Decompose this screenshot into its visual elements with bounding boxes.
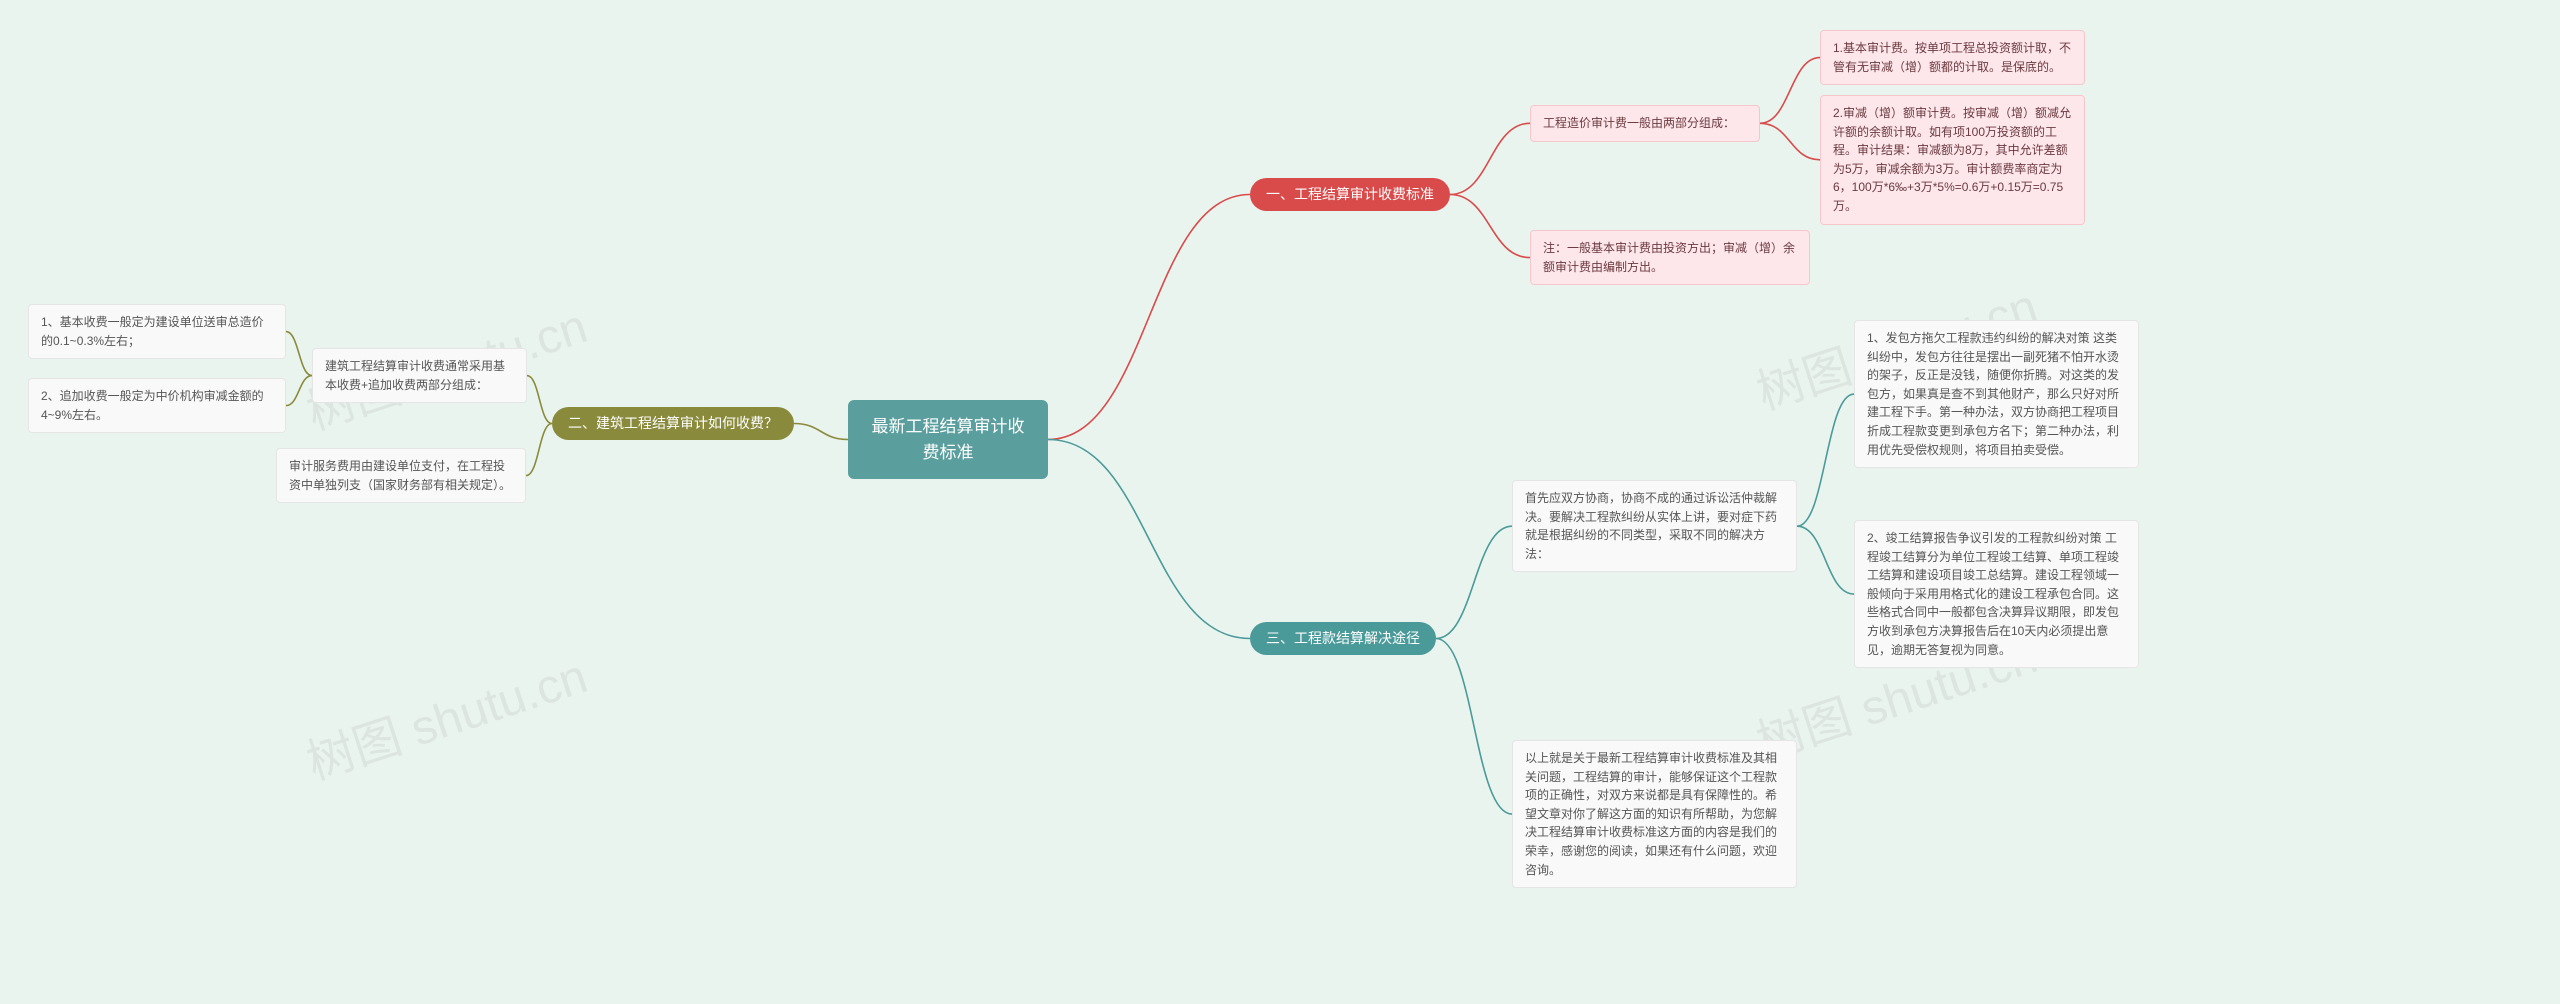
branch-3[interactable]: 三、工程款结算解决途径 (1250, 622, 1436, 655)
branch-3-leaf-b[interactable]: 2、竣工结算报告争议引发的工程款纠纷对策 工程竣工结算分为单位工程竣工结算、单项… (1854, 520, 2139, 668)
branch-1-child-1[interactable]: 工程造价审计费一般由两部分组成： (1530, 105, 1760, 142)
branch-2-leaf-b[interactable]: 2、追加收费一般定为中价机构审减金额的4~9%左右。 (28, 378, 286, 433)
branch-2[interactable]: 二、建筑工程结算审计如何收费？ (552, 407, 794, 440)
branch-1-child-2[interactable]: 注：一般基本审计费由投资方出；审减（增）余额审计费由编制方出。 (1530, 230, 1810, 285)
branch-2-leaf-a[interactable]: 1、基本收费一般定为建设单位送审总造价的0.1~0.3%左右； (28, 304, 286, 359)
branch-3-child-1[interactable]: 首先应双方协商，协商不成的通过诉讼活仲裁解决。要解决工程款纠纷从实体上讲，要对症… (1512, 480, 1797, 572)
branch-2-child-2[interactable]: 审计服务费用由建设单位支付，在工程投资中单独列支（国家财务部有相关规定）。 (276, 448, 526, 503)
branch-2-child-1[interactable]: 建筑工程结算审计收费通常采用基本收费+追加收费两部分组成： (312, 348, 527, 403)
root-node[interactable]: 最新工程结算审计收费标准 (848, 400, 1048, 479)
branch-1[interactable]: 一、工程结算审计收费标准 (1250, 178, 1450, 211)
branch-1-leaf-a[interactable]: 1.基本审计费。按单项工程总投资额计取，不管有无审减（增）额都的计取。是保底的。 (1820, 30, 2085, 85)
branch-1-leaf-b[interactable]: 2.审减（增）额审计费。按审减（增）额减允许额的余额计取。如有项100万投资额的… (1820, 95, 2085, 225)
branch-3-leaf-a[interactable]: 1、发包方拖欠工程款违约纠纷的解决对策 这类纠纷中，发包方往往是摆出一副死猪不怕… (1854, 320, 2139, 468)
watermark: 树图 shutu.cn (296, 637, 594, 793)
branch-3-child-2[interactable]: 以上就是关于最新工程结算审计收费标准及其相关问题，工程结算的审计，能够保证这个工… (1512, 740, 1797, 888)
